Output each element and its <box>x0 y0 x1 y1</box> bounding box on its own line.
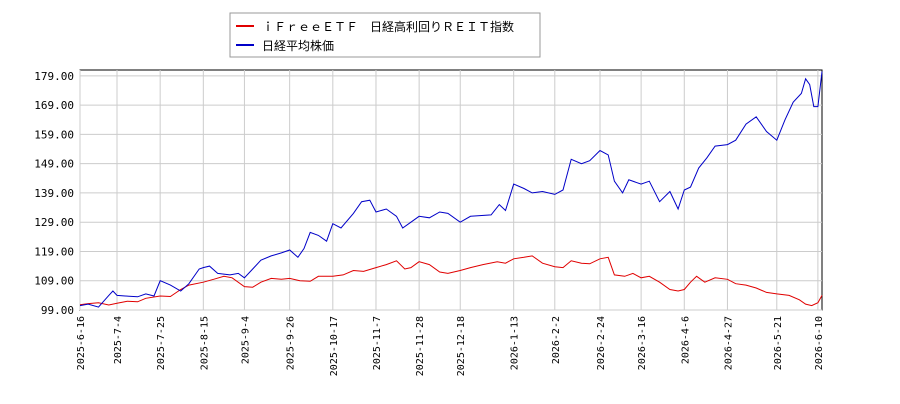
x-tick-label: 2026-2-24 <box>596 316 607 370</box>
y-tick-label: 119.00 <box>34 245 74 258</box>
series-layer <box>79 71 823 308</box>
y-tick-label: 129.00 <box>34 216 74 229</box>
y-tick-label: 169.00 <box>34 99 74 112</box>
x-tick-label: 2025-9-4 <box>240 316 251 364</box>
x-tick-label: 2025-7-25 <box>156 316 167 370</box>
y-tick-label: 159.00 <box>34 128 74 141</box>
y-tick-label: 109.00 <box>34 275 74 288</box>
y-tick-label: 139.00 <box>34 187 74 200</box>
x-tick-label: 2025-11-7 <box>372 316 383 370</box>
legend-box <box>229 12 541 58</box>
x-tick-label: 2025-9-26 <box>286 316 297 370</box>
x-tick-label: 2026-6-10 <box>814 316 825 370</box>
x-tick-label: 2025-11-28 <box>415 316 426 376</box>
x-tick-label: 2026-5-21 <box>773 316 784 370</box>
series-line-reit <box>79 255 823 307</box>
x-tick-label: 2026-3-16 <box>637 316 648 370</box>
legend-label-reit: ｉＦｒｅｅＥＴＦ 日経高利回りＲＥＩＴ指数 <box>262 19 514 34</box>
x-tick-label: 2026-4-6 <box>680 316 691 364</box>
legend-label-nikkei: 日経平均株価 <box>262 38 334 53</box>
x-tick-label: 2026-1-13 <box>510 316 521 370</box>
x-tick-label: 2025-8-15 <box>199 316 210 370</box>
x-tick-label: 2025-6-16 <box>76 316 87 370</box>
x-tick-label: 2025-10-17 <box>329 316 340 376</box>
grid <box>79 70 822 311</box>
x-tick-label: 2026-2-2 <box>551 316 562 364</box>
x-tick-label: 2025-12-18 <box>456 316 467 376</box>
y-tick-label: 149.00 <box>34 158 74 171</box>
y-tick-label: 99.00 <box>41 304 74 317</box>
plot-area <box>79 69 823 311</box>
axes: 99.00 109.00 119.00 129.00 139.00 149.00 159.0… <box>34 70 825 376</box>
series-line-nikkei <box>79 71 823 308</box>
y-tick-label: 179.00 <box>34 70 74 83</box>
x-tick-label: 2025-7-4 <box>113 316 124 364</box>
x-tick-label: 2026-4-27 <box>723 316 734 370</box>
legend: ｉＦｒｅｅＥＴＦ 日経高利回りＲＥＩＴ指数 日経平均株価 <box>229 12 541 58</box>
